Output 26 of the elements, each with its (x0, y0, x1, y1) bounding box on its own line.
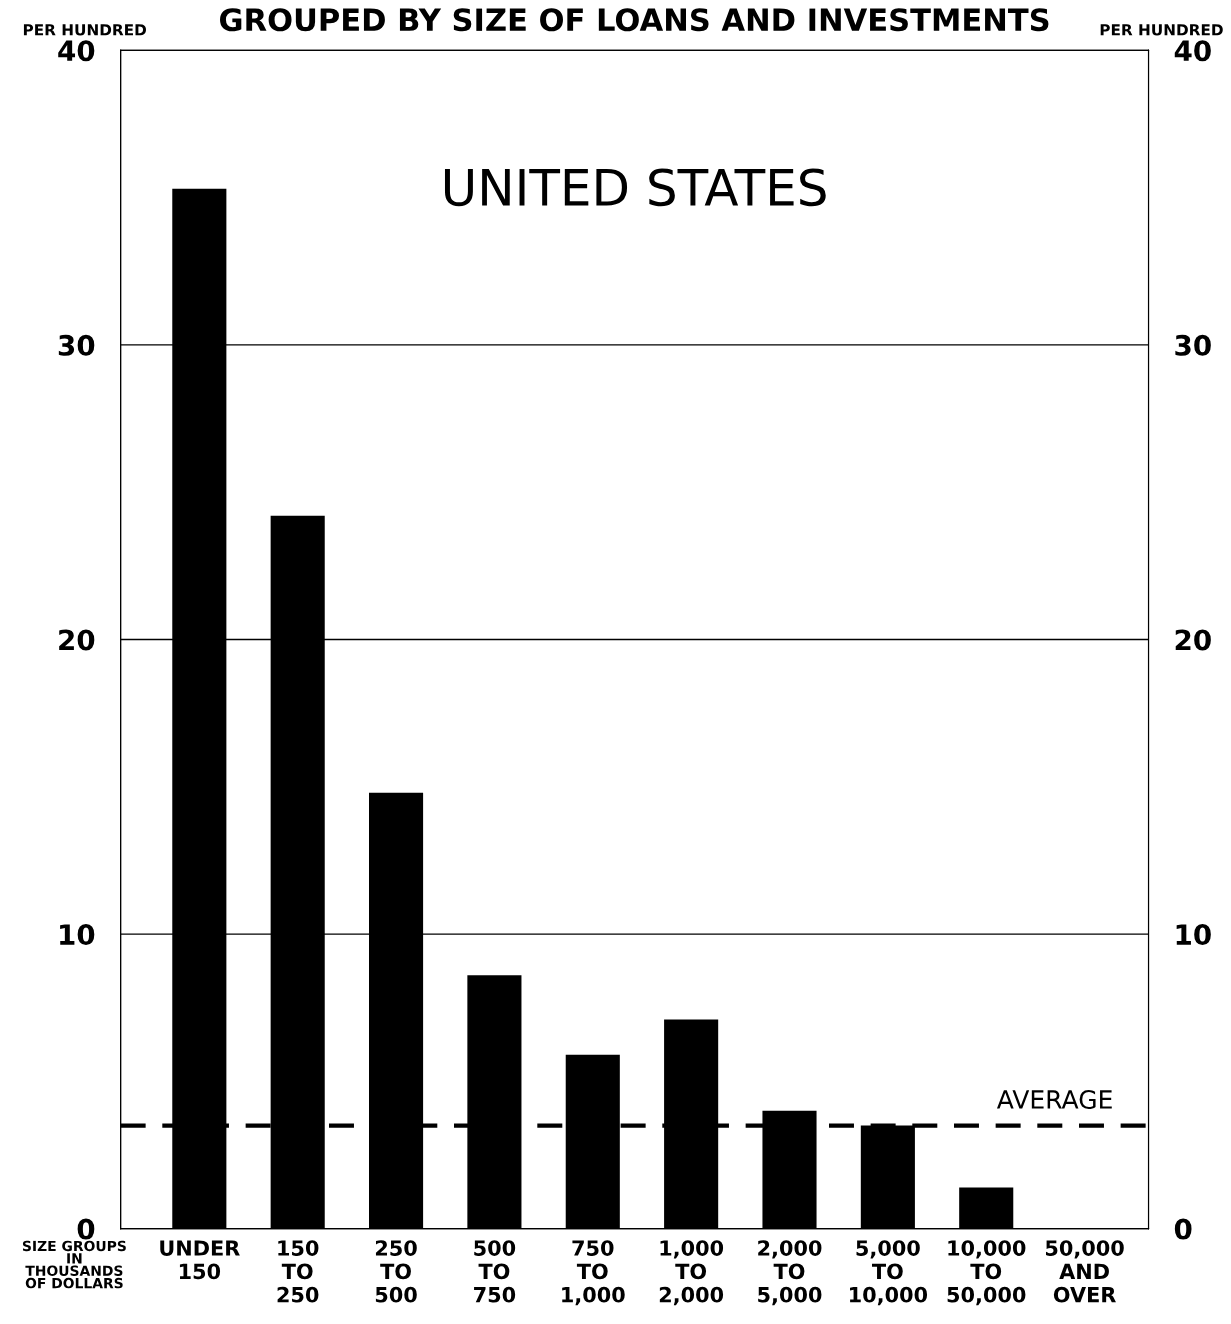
y-tick-label: 30 (58, 334, 95, 356)
annotation: UNITED STATES (444, 168, 826, 207)
x-tick-label: 2,000 TO 5,000 (758, 1240, 822, 1306)
x-tick-label: 10,000 TO 50,000 (947, 1240, 1026, 1306)
y-tick-label: 20 (59, 629, 95, 651)
x-axis-title: SIZE GROUPS IN THOUSANDS OF DOLLARS (22, 1240, 126, 1289)
x-tick-label: 1,000 TO 2,000 (659, 1240, 724, 1306)
x-tick-label: 250 TO 500 (375, 1240, 417, 1303)
x-tick-label: 5,000 TO 10,000 (850, 1240, 928, 1306)
y-axis-title: PER HUNDRED (23, 24, 146, 36)
y2-tick-label: 20 (1175, 629, 1211, 651)
x-tick-label: 150 TO 250 (277, 1240, 319, 1303)
chart-title: GROUPED BY SIZE OF LOANS AND INVESTMENTS (220, 8, 1049, 32)
y-tick-label: 40 (58, 40, 95, 62)
x-tick-label: UNDER 150 (160, 1240, 240, 1280)
x-tick-label: 750 TO 1,000 (562, 1240, 625, 1306)
ref-line-label: AVERAGE (996, 1090, 1112, 1109)
x-tick-label: 500 TO 750 (474, 1240, 516, 1303)
x-tick-label: 50,000 AND OVER (1046, 1240, 1124, 1303)
y2-tick-label: 30 (1175, 334, 1211, 356)
y-tick-label: 0 (77, 1218, 95, 1240)
y2-tick-label: 10 (1176, 924, 1211, 946)
y2-tick-label: 0 (1174, 1218, 1192, 1240)
y2-tick-label: 40 (1174, 40, 1211, 62)
y2-axis-title: PER HUNDRED (1100, 24, 1223, 36)
y-tick-label: 10 (60, 924, 95, 946)
